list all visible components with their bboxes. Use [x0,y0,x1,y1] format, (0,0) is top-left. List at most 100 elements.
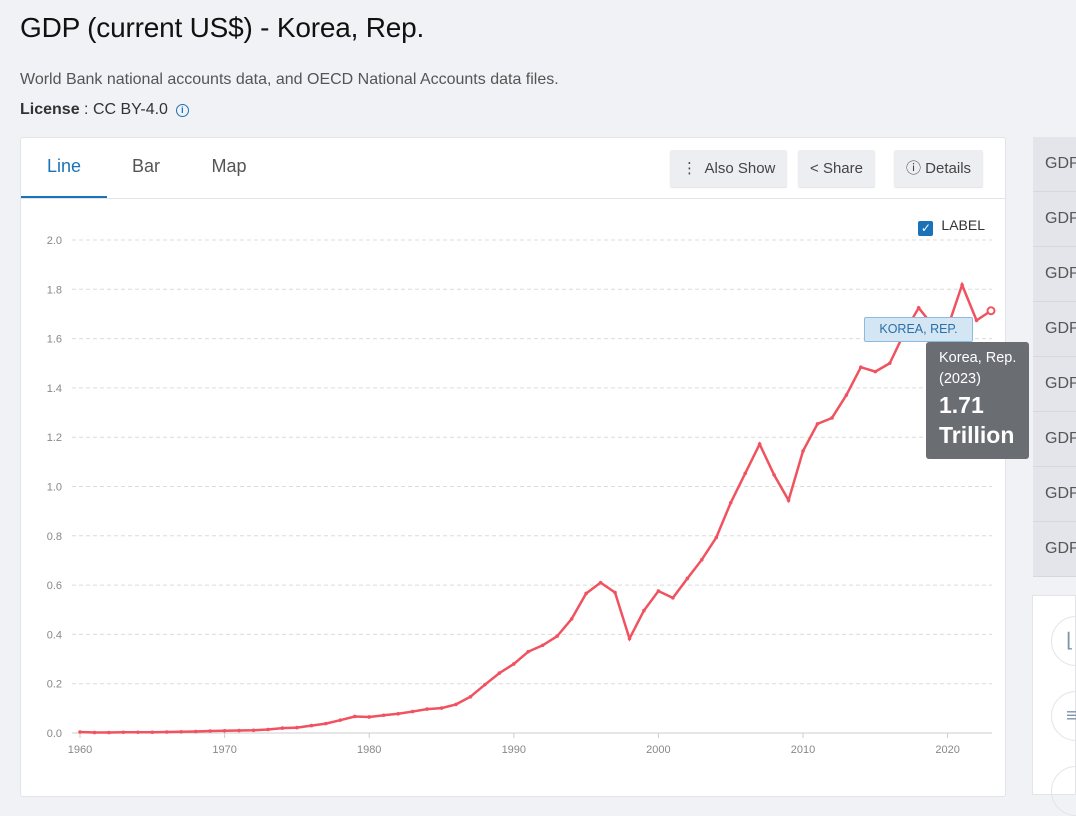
license-label: License [20,101,80,118]
data-point [338,718,343,722]
y-tick-label: 0.8 [47,531,62,543]
data-point [714,535,719,540]
x-tick-label: 2010 [791,744,815,756]
checkbox-icon[interactable]: ✓ [918,221,934,236]
page-title: GDP (current US$) - Korea, Rep. [20,12,425,43]
info-circle-icon: ⓘ [906,160,926,177]
data-point [986,306,996,316]
y-tick-label: 2.0 [47,235,62,247]
x-tick-label: 1960 [68,744,92,756]
data-point [92,730,97,735]
data-point [830,416,834,420]
label-toggle-text: LABEL [941,217,985,233]
data-point [381,713,386,718]
y-tick-label: 1.2 [47,432,62,444]
data-point [873,369,878,374]
share-icon: < [810,160,823,177]
also-show-button[interactable]: ⋮ Also Show [670,150,788,187]
x-tick-label: 1990 [502,744,526,756]
y-tick-label: 1.4 [47,383,62,395]
label-toggle[interactable]: ✓ LABEL [918,217,985,236]
y-tick-label: 1.8 [47,284,62,296]
tooltip-name: Korea, Rep. (2023) [939,350,1017,387]
data-point [352,714,357,719]
series-label: KOREA, REP. [864,317,973,342]
data-point [78,730,82,734]
data-point [772,473,776,477]
data-point [324,721,328,726]
data-point [916,305,921,310]
data-point [540,643,545,648]
chart-tabs: Line Bar Map ⋮ Also Show < Share ⓘ Detai… [21,138,1005,199]
sidebar-item[interactable]: GDP [1033,357,1076,412]
sidebar-item[interactable]: GDP [1033,412,1076,467]
x-tick-label: 2020 [935,744,959,756]
data-point [208,729,212,733]
data-point [439,706,444,710]
share-button[interactable]: < Share [798,150,875,187]
data-point [757,442,762,446]
data-point [497,671,502,675]
sidebar-item[interactable]: GDP [1033,302,1076,357]
data-point [627,636,632,641]
y-tick-label: 0.2 [47,679,62,691]
y-tick-label: 0.6 [47,580,62,592]
data-point [569,617,574,621]
data-point [179,729,184,734]
gdp-line-chart: 0.0 0.2 0.4 0.6 0.8 1.0 1.2 1.4 1.6 1.8 2.0 1960 197… [47,235,996,756]
data-point [526,649,531,654]
data-point [121,730,126,735]
details-button[interactable]: ⓘ Details [894,150,984,187]
tooltip-value: 1.71 [939,392,984,418]
sidebar-item[interactable]: GDP [1033,137,1076,192]
other-icon[interactable] [1051,766,1076,816]
data-point [699,557,704,562]
tooltip: Korea, Rep. (2023) 1.71 Trillion [926,342,1029,459]
info-icon[interactable]: i [175,104,189,117]
tooltip-unit: Trillion [939,422,1015,448]
data-point [251,728,256,733]
sidebar-item[interactable]: GDP [1033,467,1076,522]
tab-bar[interactable]: Bar [131,156,160,176]
chart-card: Line Bar Map ⋮ Also Show < Share ⓘ Detai… [20,137,1006,797]
data-point [598,580,603,585]
data-point [844,393,849,397]
x-tick-label: 2000 [646,744,670,756]
data-point [815,422,820,426]
license-value: CC BY-4.0 [92,101,168,118]
data-point [222,728,227,733]
database-icon[interactable]: ≡ [1051,691,1076,741]
data-point [367,715,372,719]
x-tick-label: 1980 [357,744,381,756]
data-point [671,596,675,600]
details-label: Details [925,160,972,177]
sidebar-item[interactable]: GDP [1033,247,1076,302]
data-point [859,365,863,369]
data-point [237,728,241,733]
data-point [887,361,892,366]
x-tick-label: 1970 [212,744,236,756]
data-point [425,707,429,711]
data-point [613,590,617,595]
data-point [960,283,964,287]
data-point [295,725,299,730]
sidebar: GDP GDP GDP GDP GDP GDP GDP GDP [1033,137,1076,577]
chart-icon[interactable]: ⌊ [1051,616,1076,666]
tab-map[interactable]: Map [211,156,247,176]
tab-line[interactable]: Line [21,138,107,198]
data-point [584,591,588,596]
related-panel: ⌊ ≡ [1032,595,1076,816]
data-point [396,711,400,716]
sidebar-item[interactable]: GDP [1033,522,1076,577]
y-tick-label: 0.4 [47,629,62,641]
data-point [150,730,155,735]
data-point [801,449,805,453]
sidebar-item[interactable]: GDP [1033,192,1076,247]
data-point [280,726,285,730]
also-show-label: Also Show [704,160,776,177]
data-point [512,662,516,666]
data-point [454,702,458,707]
data-point [974,318,979,323]
data-point [786,498,791,503]
data-point [555,634,559,638]
